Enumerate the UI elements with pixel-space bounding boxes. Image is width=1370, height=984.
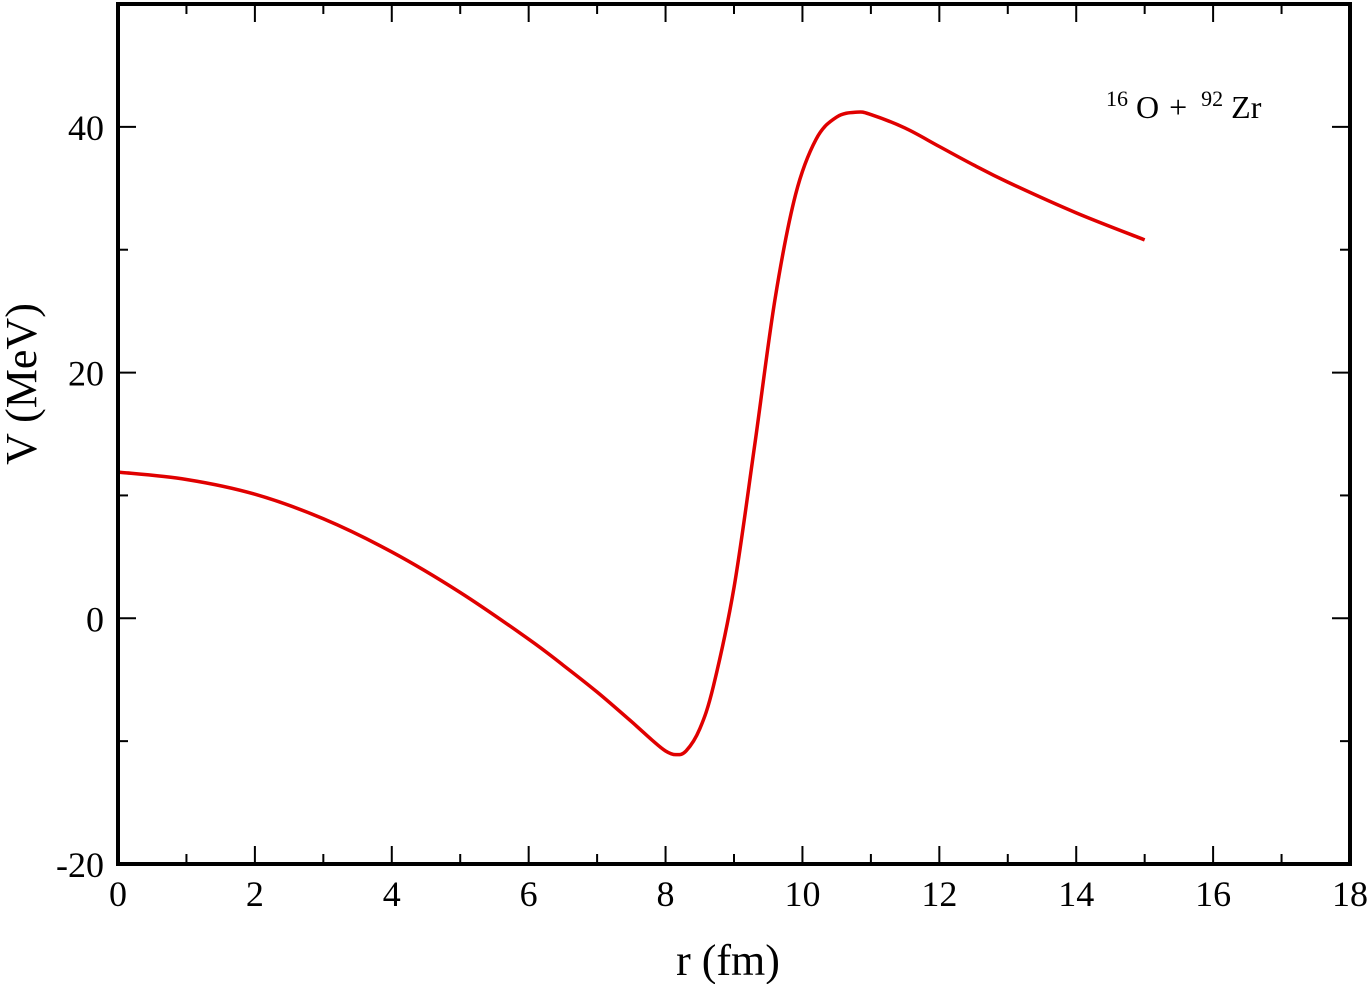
x-tick-label: 4 — [383, 874, 401, 914]
y-tick-label: -20 — [56, 845, 104, 885]
annotation-mass-a: 16 — [1106, 86, 1128, 111]
potential-curve — [117, 110, 1146, 757]
annotation-mass-b: 92 — [1201, 86, 1223, 111]
y-tick-label: 0 — [86, 599, 104, 639]
series-layer — [117, 110, 1146, 757]
x-tick-label: 0 — [109, 874, 127, 914]
x-tick-labels: 0 2 4 6 8 10 12 14 16 18 — [109, 874, 1368, 914]
x-tick-label: 16 — [1195, 874, 1231, 914]
x-axis-title: r (fm) — [676, 936, 780, 984]
x-tick-label: 12 — [921, 874, 957, 914]
annotation-element-b: Zr — [1231, 89, 1262, 125]
x-tick-label: 18 — [1332, 874, 1368, 914]
reaction-annotation: 16 O + 92 Zr — [1106, 86, 1262, 125]
y-tick-labels: -20 0 20 40 — [56, 108, 104, 885]
x-tick-label: 14 — [1058, 874, 1094, 914]
x-tick-label: 10 — [784, 874, 820, 914]
plot-background — [118, 4, 1350, 864]
annotation-plus: + — [1169, 89, 1187, 125]
y-tick-label: 40 — [68, 108, 104, 148]
annotation-element-a: O — [1136, 89, 1159, 125]
y-tick-label: 20 — [68, 354, 104, 394]
y-axis-title: V (MeV) — [0, 303, 46, 465]
x-tick-label: 6 — [520, 874, 538, 914]
plot-frame — [116, 2, 1352, 866]
x-tick-label: 8 — [657, 874, 675, 914]
x-tick-label: 2 — [246, 874, 264, 914]
